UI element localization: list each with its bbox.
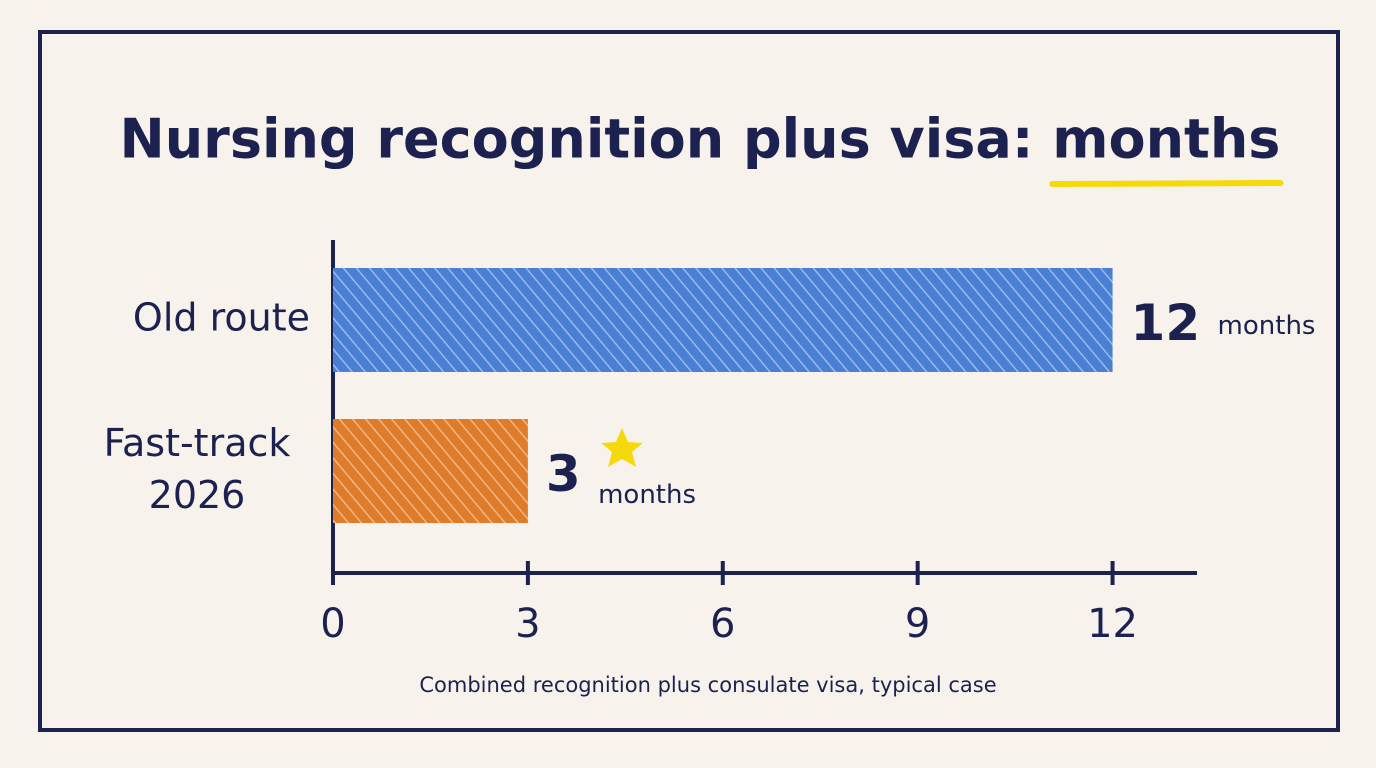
- chart-title: Nursing recognition plus visa: months: [120, 108, 1281, 171]
- bar-hatch: [333, 419, 528, 523]
- bar-hatch: [333, 268, 1113, 372]
- value-label: 12 months: [1131, 294, 1316, 352]
- title-underline: [1049, 180, 1284, 187]
- y-tick-label: Fast-track 2026: [104, 421, 291, 517]
- x-tick-label: 12: [1087, 601, 1138, 647]
- x-tick-label: 3: [515, 601, 540, 647]
- x-tick-label: 0: [320, 601, 345, 647]
- x-tick-label: 9: [905, 601, 930, 647]
- x-axis-label: Combined recognition plus consulate visa…: [419, 673, 996, 697]
- star: [601, 428, 643, 467]
- frame: [38, 30, 1340, 732]
- x-tick-label: 6: [710, 601, 735, 647]
- value-label: 3 months: [546, 445, 696, 510]
- y-tick-label: Old route: [133, 296, 310, 340]
